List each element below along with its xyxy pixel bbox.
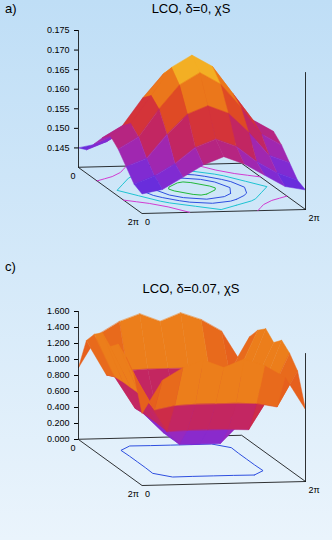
svg-text:0: 0 — [145, 489, 150, 499]
svg-text:0: 0 — [70, 443, 75, 453]
html-text:c): c) — [5, 259, 16, 274]
svg-text:0.600: 0.600 — [47, 386, 70, 396]
svg-text:2π: 2π — [128, 489, 139, 499]
svg-text:2π: 2π — [309, 213, 320, 223]
svg-text:1.000: 1.000 — [47, 354, 70, 364]
svg-text:0.175: 0.175 — [47, 25, 70, 35]
svg-text:0.160: 0.160 — [47, 84, 70, 94]
svg-text:1.600: 1.600 — [47, 306, 70, 316]
svg-text:0.170: 0.170 — [47, 45, 70, 55]
svg-text:0.000: 0.000 — [47, 434, 70, 444]
svg-text:0.155: 0.155 — [47, 104, 70, 114]
html-text:a): a) — [5, 1, 17, 16]
svg-text:0: 0 — [145, 217, 150, 227]
svg-text:0.150: 0.150 — [47, 123, 70, 133]
svg-text:0.145: 0.145 — [47, 143, 70, 153]
svg-text:0.800: 0.800 — [47, 370, 70, 380]
svg-text:2π: 2π — [309, 485, 320, 495]
svg-text:1.400: 1.400 — [47, 322, 70, 332]
svg-text:0.400: 0.400 — [47, 402, 70, 412]
svg-text:0: 0 — [70, 171, 75, 181]
svg-text:2π: 2π — [128, 217, 139, 227]
svg-text:1.200: 1.200 — [47, 338, 70, 348]
html-text:LCO, δ=0, χS: LCO, δ=0, χS — [151, 1, 231, 16]
svg-text:0.165: 0.165 — [47, 65, 70, 75]
html-text:LCO, δ=0.07, χS: LCO, δ=0.07, χS — [142, 281, 240, 296]
svg-text:0.200: 0.200 — [47, 418, 70, 428]
